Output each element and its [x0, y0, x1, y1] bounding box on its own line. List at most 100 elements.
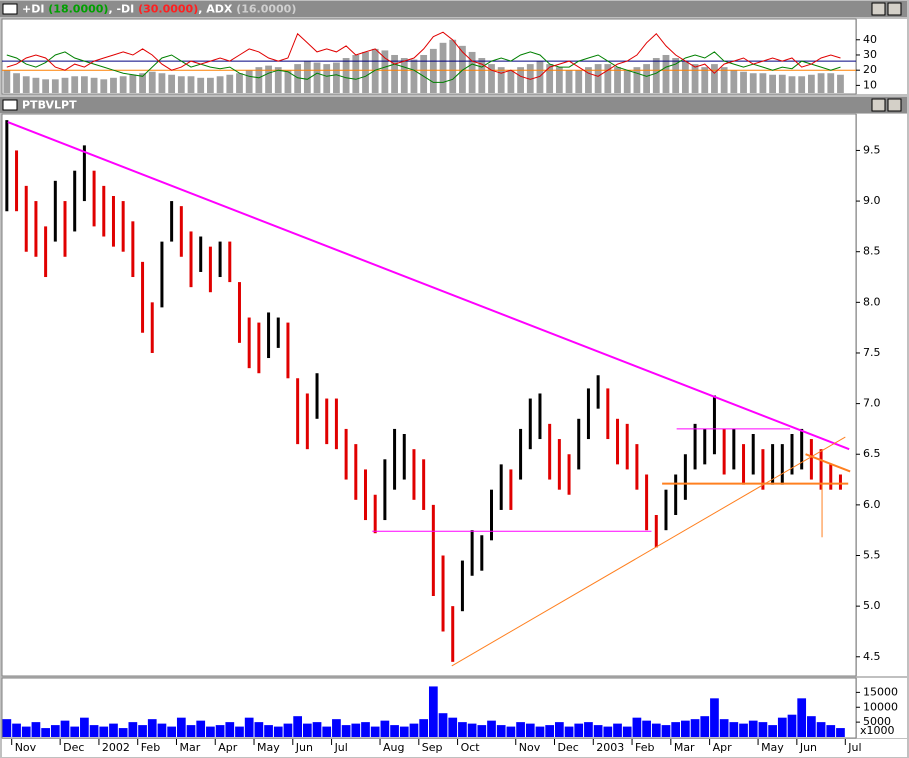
title-part: , -DI: [108, 3, 138, 16]
x-tick-label: Feb: [635, 741, 654, 754]
x-tick-label: Jun: [799, 741, 817, 754]
adx-bar: [827, 73, 835, 93]
volume-bar: [254, 722, 264, 737]
adx-bar: [759, 73, 767, 93]
volume-bar: [564, 726, 574, 737]
adx-bar: [788, 76, 796, 93]
volume-bar: [186, 725, 196, 737]
y-tick-label: 6.5: [863, 447, 881, 460]
volume-bar: [729, 722, 739, 737]
adx-bar: [681, 61, 689, 93]
volume-bar: [399, 726, 409, 737]
volume-bar: [690, 719, 700, 737]
adx-bar: [333, 62, 340, 93]
adx-bar: [13, 73, 20, 93]
volume-bar: [554, 722, 564, 737]
x-tick-label: May: [257, 741, 280, 754]
adx-bar: [42, 79, 50, 93]
adx-bar: [410, 59, 418, 93]
adx-bar: [817, 73, 825, 93]
adx-bar: [643, 64, 650, 93]
y-tick-label: 15000: [863, 685, 898, 698]
volume-bar: [700, 716, 710, 737]
volume-bar: [777, 717, 787, 737]
close-button[interactable]: [887, 98, 902, 112]
restore-button[interactable]: [871, 2, 886, 16]
adx-bar: [749, 73, 757, 93]
adx-bar: [459, 45, 466, 93]
adx-bar: [400, 58, 408, 93]
volume-bar: [448, 717, 458, 737]
volume-bar: [632, 717, 642, 737]
volume-bar: [535, 726, 545, 737]
adx-bar: [342, 58, 350, 93]
x-tick-label: Nov: [519, 741, 541, 754]
x-tick-label: Dec: [63, 741, 84, 754]
adx-bar: [439, 42, 447, 93]
adx-bar: [701, 67, 709, 93]
adx-bar: [274, 67, 282, 93]
x-tick-label: Apr: [218, 741, 238, 754]
title-part: +DI: [22, 3, 48, 16]
price-plot: [1, 113, 857, 677]
volume-bar: [477, 725, 487, 737]
x-tick-label: Feb: [141, 741, 160, 754]
adx-bar: [468, 51, 476, 93]
restore-button[interactable]: [871, 98, 886, 112]
adx-bar: [207, 77, 214, 93]
adx-bar: [623, 70, 631, 93]
adx-bar: [565, 70, 573, 93]
volume-bar: [215, 725, 225, 737]
adx-bar: [61, 77, 69, 93]
volume-bar: [60, 720, 70, 737]
adx-bar: [604, 64, 612, 93]
x-tick-label: Aug: [383, 741, 404, 754]
volume-bar: [826, 725, 836, 737]
volume-bar: [361, 722, 370, 737]
dmi-axis: [857, 19, 907, 94]
volume-bar: [758, 722, 768, 737]
volume-bar: [487, 720, 496, 737]
adx-bar: [478, 58, 486, 93]
adx-bar: [255, 67, 263, 93]
volume-bar: [273, 726, 283, 737]
y-tick-label: 30: [863, 48, 877, 61]
adx-bar: [100, 79, 108, 93]
volume-bar: [807, 716, 816, 737]
price-axis: [857, 114, 907, 676]
close-button[interactable]: [887, 2, 902, 16]
adx-bar: [837, 74, 844, 93]
adx-bar: [71, 76, 79, 93]
adx-bar: [449, 39, 457, 93]
volume-bar: [167, 726, 176, 737]
y-tick-label: 7.5: [863, 346, 881, 359]
unit-label: x1000: [860, 724, 895, 737]
y-tick-label: 20: [863, 63, 877, 76]
adx-bar: [284, 70, 292, 93]
volume-bar: [341, 725, 351, 737]
price-title: PTBVLPT: [22, 99, 77, 112]
adx-bar: [585, 67, 592, 93]
title-part: (18.0000): [48, 3, 108, 16]
adx-bar: [371, 48, 379, 93]
y-tick-label: 10000: [863, 700, 898, 713]
y-tick-label: 7.0: [863, 397, 881, 410]
volume-bar: [99, 726, 109, 737]
adx-bar: [740, 71, 747, 93]
volume-bar: [428, 686, 438, 737]
adx-bar: [90, 77, 98, 93]
volume-bar: [244, 717, 254, 737]
adx-bar: [265, 65, 272, 93]
x-tick-label: Nov: [15, 741, 37, 754]
adx-bar: [429, 48, 437, 93]
volume-bar: [206, 726, 215, 737]
volume-bar: [157, 723, 167, 737]
volume-bar: [574, 723, 584, 737]
x-tick-label: 2002: [102, 741, 130, 754]
volume-bar: [109, 723, 118, 737]
adx-bar: [197, 77, 205, 93]
x-tick-label: Mar: [674, 741, 695, 754]
volume-bar: [12, 723, 21, 737]
adx-bar: [158, 73, 166, 93]
